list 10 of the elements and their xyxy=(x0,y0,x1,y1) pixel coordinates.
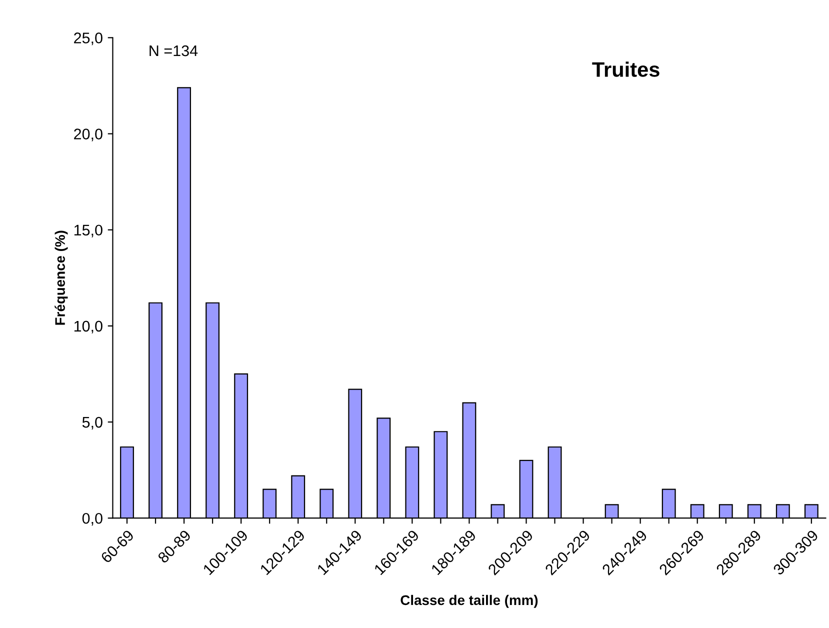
text: Truites xyxy=(592,62,660,77)
x-axis-title: Classe de taille (mm) xyxy=(400,594,538,608)
y-tick-label: 25,0 xyxy=(74,32,102,46)
y-tick-label: 10,0 xyxy=(74,320,102,334)
annotation: N =134 xyxy=(150,45,198,56)
y-tick-label: 20,0 xyxy=(74,128,102,142)
y-tick-label: 5,0 xyxy=(82,416,102,430)
y-axis-title: Fréquence (%) xyxy=(54,230,68,325)
y-tick-label: 0,0 xyxy=(82,512,102,526)
y-tick-label: 15,0 xyxy=(74,224,102,238)
